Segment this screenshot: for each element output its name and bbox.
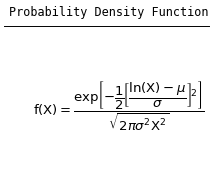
Text: Probability Density Function: Probability Density Function [9, 6, 208, 19]
Text: $\mathrm{f}\left(\mathrm{X}\right)=\dfrac{\exp\!\left[-\dfrac{1}{2}\!\left[\dfra: $\mathrm{f}\left(\mathrm{X}\right)=\dfra… [33, 80, 205, 133]
